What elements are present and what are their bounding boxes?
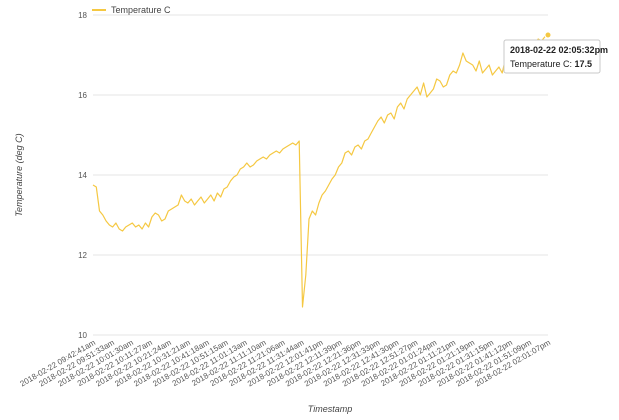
legend[interactable]: Temperature C: [92, 5, 171, 15]
tooltip: 2018-02-22 02:05:32pm Temperature C: 17.…: [503, 39, 608, 74]
tooltip-body: Temperature C: 17.5: [510, 59, 592, 69]
tooltip-series-label: Temperature C:: [510, 59, 575, 69]
y-tick-label: 18: [78, 11, 87, 20]
y-tick-label: 14: [78, 171, 87, 180]
y-tick-labels: 10 12 14 16 18: [78, 11, 87, 340]
series-layer: [92, 31, 552, 308]
x-axis-title: Timestamp: [308, 404, 352, 414]
y-axis-title: Temperature (deg C): [14, 133, 24, 216]
y-tick-label: 12: [78, 251, 87, 260]
highlight-point[interactable]: [544, 31, 552, 39]
y-gridlines: [93, 14, 548, 336]
y-tick-label: 10: [78, 331, 87, 340]
y-tick-label: 16: [78, 91, 87, 100]
tooltip-box: [503, 39, 601, 74]
tooltip-value: 17.5: [575, 59, 593, 69]
legend-label: Temperature C: [111, 5, 171, 15]
tooltip-title: 2018-02-22 02:05:32pm: [510, 45, 608, 55]
series-line-temperature[interactable]: [92, 34, 549, 308]
